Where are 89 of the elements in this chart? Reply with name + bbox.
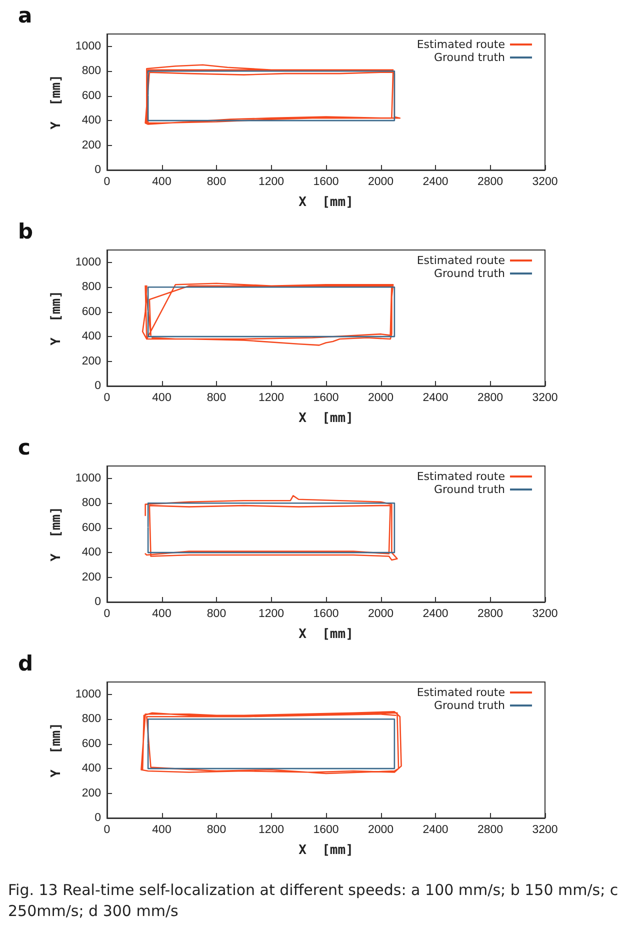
x-axis-title: X [mm]	[298, 627, 354, 642]
y-tick-label: 600	[82, 738, 101, 750]
y-tick-label: 600	[82, 90, 101, 102]
y-tick-label: 400	[82, 546, 101, 559]
x-tick-label: 3200	[532, 176, 558, 188]
line-series	[147, 286, 396, 338]
y-tick-label: 800	[82, 281, 101, 294]
x-axis-title: X [mm]	[298, 411, 354, 426]
x-tick-label: 1200	[258, 392, 284, 404]
y-tick-label: 0	[94, 812, 101, 824]
y-tick-label: 200	[82, 571, 101, 584]
legend-label: Ground truth	[434, 267, 506, 280]
chart-title: b	[18, 220, 34, 244]
x-tick-label: 3200	[532, 824, 558, 836]
legend-label: Estimated route	[416, 470, 506, 483]
line-series	[144, 495, 398, 561]
x-tick-label: 0	[104, 608, 110, 620]
x-tick-label: 2800	[477, 392, 504, 404]
x-tick-label: 1600	[313, 824, 339, 836]
chart-title: c	[18, 436, 30, 460]
x-tick-label: 400	[152, 176, 172, 188]
x-tick-label: 3200	[532, 608, 558, 620]
x-tick-label: 400	[152, 608, 172, 620]
x-tick-label: 1200	[258, 824, 284, 836]
legend-label: Estimated route	[416, 38, 506, 51]
chart-title: a	[18, 4, 32, 28]
y-tick-label: 400	[82, 114, 101, 127]
x-tick-label: 1600	[313, 608, 339, 620]
y-tick-label: 400	[82, 762, 101, 775]
x-tick-label: 3200	[532, 392, 558, 404]
x-tick-label: 0	[104, 176, 110, 188]
x-tick-label: 1200	[258, 608, 284, 620]
x-tick-label: 1600	[313, 176, 339, 188]
x-tick-label: 0	[104, 392, 110, 404]
y-tick-label: 600	[82, 306, 101, 318]
x-tick-label: 1600	[313, 392, 339, 404]
line-series	[147, 502, 396, 554]
y-axis-title: Y [mm]	[49, 74, 64, 130]
x-tick-label: 2000	[368, 608, 394, 620]
x-tick-label: 2800	[477, 824, 504, 836]
legend-label: Ground truth	[434, 699, 506, 712]
x-tick-label: 800	[206, 392, 226, 404]
y-tick-label: 200	[82, 139, 101, 152]
y-axis-title: Y [mm]	[49, 506, 64, 562]
y-tick-label: 1000	[75, 256, 101, 268]
line-series	[140, 711, 402, 774]
x-tick-label: 800	[206, 176, 226, 188]
y-axis-title: Y [mm]	[49, 722, 64, 778]
y-tick-label: 800	[82, 713, 101, 726]
legend-label: Estimated route	[416, 686, 506, 699]
line-series	[142, 282, 394, 346]
y-tick-label: 400	[82, 330, 101, 343]
y-axis-title: Y [mm]	[49, 290, 64, 346]
x-tick-label: 2000	[368, 176, 394, 188]
x-tick-label: 2000	[368, 392, 394, 404]
x-tick-label: 2800	[477, 176, 504, 188]
y-tick-label: 1000	[75, 472, 101, 484]
legend-label: Estimated route	[416, 254, 506, 267]
y-tick-label: 800	[82, 65, 101, 78]
line-series	[144, 64, 401, 125]
y-tick-label: 800	[82, 497, 101, 510]
x-tick-label: 0	[104, 824, 110, 836]
x-tick-label: 2400	[422, 392, 448, 404]
y-tick-label: 1000	[75, 688, 101, 700]
legend-label: Ground truth	[434, 51, 506, 64]
chart-title: d	[18, 652, 34, 676]
x-tick-label: 400	[152, 824, 172, 836]
y-tick-label: 0	[94, 164, 101, 176]
y-tick-label: 1000	[75, 40, 101, 52]
x-tick-label: 2400	[422, 824, 448, 836]
x-axis-title: X [mm]	[298, 195, 354, 210]
y-tick-label: 200	[82, 355, 101, 368]
x-tick-label: 2000	[368, 824, 394, 836]
y-tick-label: 600	[82, 522, 101, 534]
x-axis-title: X [mm]	[298, 843, 354, 858]
y-tick-label: 0	[94, 380, 101, 392]
line-series	[147, 70, 396, 122]
x-tick-label: 2400	[422, 608, 448, 620]
caption: Fig. 13 Real-time self-localization at different speeds: a 100 mm/s; b 150 mm/s; c 250mm/s; d 300 mm/s	[8, 880, 620, 922]
x-tick-label: 800	[206, 824, 226, 836]
x-tick-label: 2800	[477, 608, 504, 620]
x-tick-label: 1200	[258, 176, 284, 188]
line-series	[147, 718, 396, 770]
x-tick-label: 2400	[422, 176, 448, 188]
x-tick-label: 800	[206, 608, 226, 620]
x-tick-label: 400	[152, 392, 172, 404]
legend-label: Ground truth	[434, 483, 506, 496]
y-tick-label: 0	[94, 596, 101, 608]
y-tick-label: 200	[82, 787, 101, 800]
